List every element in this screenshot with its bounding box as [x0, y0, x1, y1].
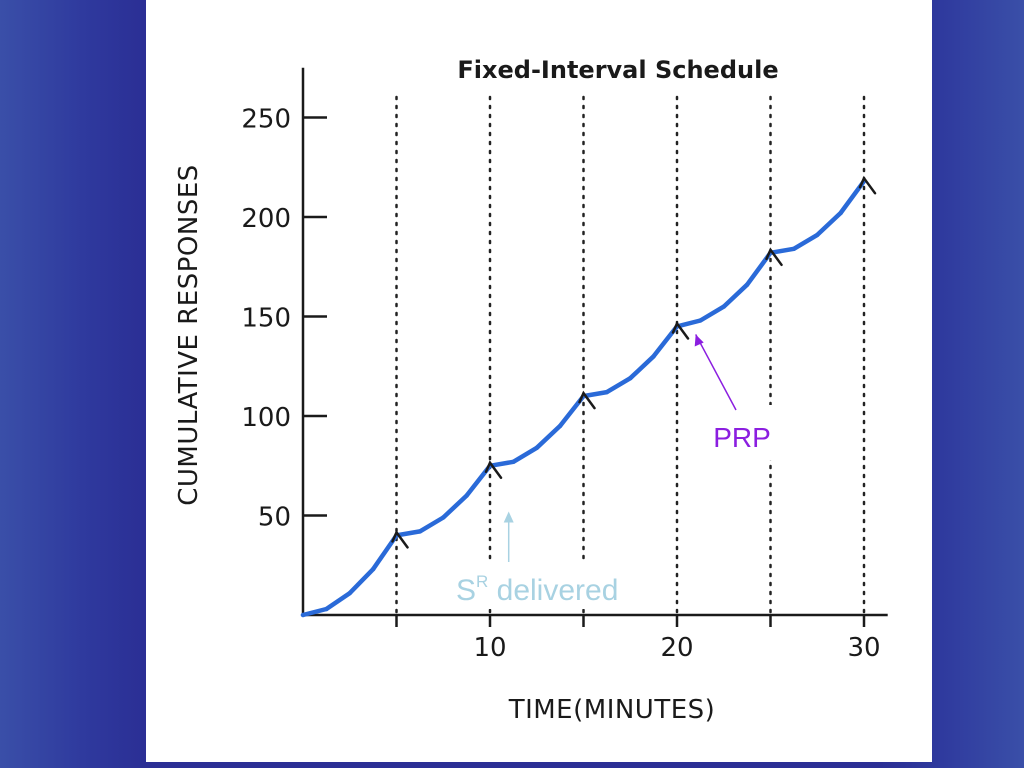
reinforcement-hatch	[484, 460, 503, 479]
y-axis-title: CUMULATIVE RESPONSES	[174, 164, 204, 506]
data-point	[651, 354, 656, 359]
data-point	[534, 445, 539, 451]
data-point	[628, 375, 633, 381]
data-point	[838, 210, 843, 216]
data-point	[300, 612, 306, 618]
data-point	[557, 423, 563, 429]
y-tick-label: 200	[241, 204, 291, 234]
sr-arrow-head	[503, 511, 514, 523]
prp-arrow-line	[695, 334, 737, 411]
prp-arrow-head	[694, 334, 704, 347]
sr-label-bg	[444, 563, 639, 609]
data-point	[347, 590, 352, 596]
data-point	[698, 318, 703, 323]
data-point	[721, 304, 726, 309]
y-tick-label: 50	[258, 503, 291, 533]
reinforcement-hatch	[391, 529, 409, 549]
sr-delivered-label: SR delivered	[456, 572, 618, 607]
cumulative-curve	[300, 178, 867, 618]
data-point	[744, 282, 750, 287]
y-tick-label: 150	[241, 304, 291, 334]
data-point	[511, 459, 516, 464]
reinforcement-hatch	[671, 320, 690, 340]
data-point	[815, 232, 820, 238]
x-tick-label: 20	[660, 633, 693, 663]
axis-ticks: 50 100 150 200 250 10 20 30	[241, 105, 880, 664]
x-tick-label: 30	[847, 633, 880, 663]
data-point	[370, 567, 376, 572]
slide-panel: 50 100 150 200 250 10 20 30 PRP SR delivered Fix…	[146, 0, 932, 762]
annotations: PRP SR delivered	[444, 334, 841, 609]
axes	[301, 67, 888, 617]
data-point	[464, 493, 469, 498]
chart: 50 100 150 200 250 10 20 30 PRP SR delivered Fix…	[174, 56, 888, 725]
reinforcement-hatch-marks	[391, 175, 877, 549]
data-point	[417, 529, 423, 534]
reinforcement-hatch	[858, 175, 877, 195]
data-point	[441, 515, 446, 520]
data-point	[324, 606, 329, 612]
chart-title: Fixed-Interval Schedule	[457, 56, 778, 84]
reinforcement-hatch	[765, 247, 783, 267]
x-axis-title: TIME(MINUTES)	[508, 695, 716, 725]
prp-label-bg	[691, 405, 841, 460]
x-tick-label: 10	[473, 633, 506, 663]
y-tick-label: 100	[241, 403, 291, 433]
y-tick-label: 250	[241, 105, 291, 135]
data-point	[604, 389, 610, 395]
reinforcement-lines	[395, 95, 866, 617]
prp-label: PRP	[713, 422, 771, 453]
data-point	[791, 246, 797, 252]
reinforcement-hatch	[578, 390, 596, 410]
